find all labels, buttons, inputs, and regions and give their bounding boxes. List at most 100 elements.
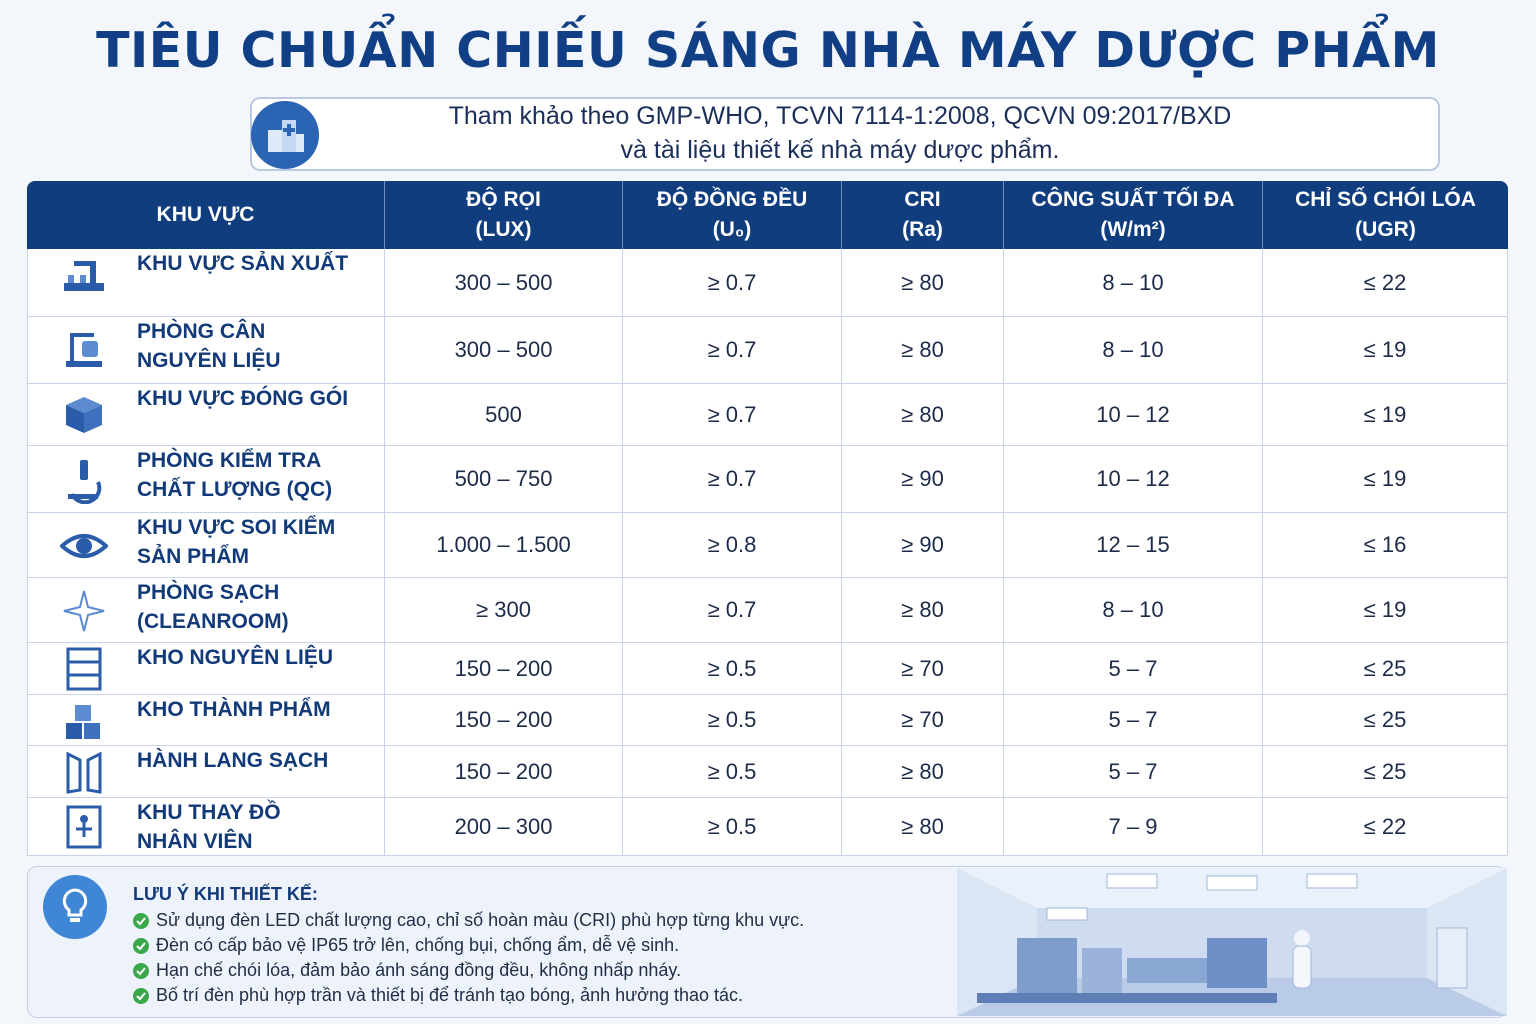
area-name-line: KHO THÀNH PHẨM xyxy=(137,698,331,721)
table-cell: ≥ 80 xyxy=(842,746,1004,798)
note-item: Sử dụng đèn LED chất lượng cao, chỉ số h… xyxy=(156,910,805,930)
table-cell: ≥ 0.7 xyxy=(623,578,842,643)
area-icon xyxy=(60,391,108,439)
table-cell: 10 – 12 xyxy=(1004,446,1263,513)
area-icon xyxy=(59,522,109,570)
table-cell: ≥ 0.7 xyxy=(623,446,842,513)
area-name-line: CHẤT LƯỢNG (QC) xyxy=(137,478,333,501)
table-cell: ≥ 0.7 xyxy=(623,384,842,446)
table-cell: ≥ 0.5 xyxy=(623,695,842,746)
icon xyxy=(63,590,105,631)
table-cell: 8 – 10 xyxy=(1004,578,1263,643)
subtitle-box xyxy=(250,97,1440,171)
table-cell: 5 – 7 xyxy=(1004,695,1263,746)
table-cell: ≥ 0.7 xyxy=(623,317,842,384)
icon xyxy=(66,397,102,433)
table-cell: ≥ 80 xyxy=(842,317,1004,384)
table-cell: ≤ 19 xyxy=(1263,446,1508,513)
check xyxy=(133,938,149,954)
cleanroom-illustration xyxy=(957,868,1507,1016)
table-cell: ≥ 0.5 xyxy=(623,643,842,695)
area-name-line: (CLEANROOM) xyxy=(137,610,289,633)
table-cell: 200 – 300 xyxy=(385,798,623,856)
table-cell: ≤ 22 xyxy=(1263,249,1508,317)
icon xyxy=(66,805,102,849)
table-cell: ≥ 0.8 xyxy=(623,513,842,578)
area-name-line: KHU VỰC SẢN XUẤT xyxy=(137,252,349,275)
table-cell: ≥ 0.5 xyxy=(623,746,842,798)
header-line: (UGR) xyxy=(1355,218,1416,241)
header-line: CÔNG SUẤT TỐI ĐA xyxy=(1031,188,1235,211)
table-cell: 500 – 750 xyxy=(385,446,623,513)
header-line: (U₀) xyxy=(712,218,752,241)
icon xyxy=(66,332,102,367)
area-icon xyxy=(60,645,108,693)
table-cell: ≤ 25 xyxy=(1263,746,1508,798)
check-icon xyxy=(132,962,150,980)
area-name-line: KHU VỰC SOI KIỂM xyxy=(137,516,336,539)
icon xyxy=(59,533,109,558)
area-icon xyxy=(60,456,108,504)
table-cell: 1.000 – 1.500 xyxy=(385,513,623,578)
table-cell: ≥ 80 xyxy=(842,578,1004,643)
subtitle-icon xyxy=(251,101,319,169)
subtitle-line: và tài liệu thiết kế nhà máy dược phẩm. xyxy=(620,136,1060,164)
header-line: KHU VỰC xyxy=(156,203,255,226)
area-name-line: HÀNH LANG SẠCH xyxy=(137,749,329,772)
table-cell: ≤ 19 xyxy=(1263,578,1508,643)
table-cell: ≤ 25 xyxy=(1263,695,1508,746)
table-cell: ≥ 70 xyxy=(842,643,1004,695)
table-cell: ≤ 19 xyxy=(1263,317,1508,384)
icon xyxy=(68,459,102,504)
area-name-line: NHÂN VIÊN xyxy=(137,830,253,853)
check-icon xyxy=(132,937,150,955)
header-line: CRI xyxy=(904,188,941,211)
header-cell: KHU VỰC xyxy=(27,181,385,249)
check xyxy=(133,963,149,979)
table-cell: 500 xyxy=(385,384,623,446)
check xyxy=(133,988,149,1004)
table-cell: ≥ 80 xyxy=(842,384,1004,446)
table-cell: 10 – 12 xyxy=(1004,384,1263,446)
area-icon xyxy=(60,327,108,375)
table-cell: 5 – 7 xyxy=(1004,746,1263,798)
subtitle-line: Tham khảo theo GMP-WHO, TCVN 7114-1:2008… xyxy=(448,102,1232,130)
area-name-line: KHO NGUYÊN LIỆU xyxy=(137,646,334,669)
table-cell: 150 – 200 xyxy=(385,746,623,798)
table-cell: ≥ 70 xyxy=(842,695,1004,746)
notes-title: LƯU Ý KHI THIẾT KẾ: xyxy=(133,884,318,904)
table-cell: ≥ 90 xyxy=(842,513,1004,578)
header-line: ĐỘ ĐỒNG ĐỀU xyxy=(656,188,808,211)
icon xyxy=(66,751,102,794)
notes-icon xyxy=(43,875,107,939)
area-name-line: PHÒNG CÂN xyxy=(137,320,266,343)
header-cell: CHỈ SỐ CHÓI LÓA (UGR) xyxy=(1263,181,1508,249)
header-cell: ĐỘ RỌI (LUX) xyxy=(385,181,623,249)
header-line: ĐỘ RỌI xyxy=(466,188,541,211)
note-item: Đèn có cấp bảo vệ IP65 trở lên, chống bụ… xyxy=(156,935,680,955)
icon xyxy=(64,261,104,291)
table-cell: 7 – 9 xyxy=(1004,798,1263,856)
area-icon xyxy=(60,259,108,307)
table-cell: ≥ 0.5 xyxy=(623,798,842,856)
page-title: TIÊU CHUẨN CHIẾU SÁNG NHÀ MÁY DƯỢC PHẨM xyxy=(96,22,1440,79)
table-cell: ≤ 19 xyxy=(1263,384,1508,446)
area-icon xyxy=(60,803,108,851)
table-cell: ≥ 300 xyxy=(385,578,623,643)
table-cell: 5 – 7 xyxy=(1004,643,1263,695)
check xyxy=(133,913,149,929)
area-name-line: PHÒNG KIỂM TRA xyxy=(137,449,322,472)
table-cell: 8 – 10 xyxy=(1004,249,1263,317)
table-cell: ≥ 80 xyxy=(842,798,1004,856)
header-cell: CÔNG SUẤT TỐI ĐA (W/m²) xyxy=(1004,181,1263,249)
area-name-line: PHÒNG SẠCH xyxy=(137,581,280,604)
area-name: KHO NGUYÊN LIỆU xyxy=(27,643,385,695)
table-cell: 300 – 500 xyxy=(385,249,623,317)
table-cell: ≥ 0.7 xyxy=(623,249,842,317)
check-icon xyxy=(132,912,150,930)
area-name-line: KHU THAY ĐỒ xyxy=(137,801,281,824)
header-cell: ĐỘ ĐỒNG ĐỀU (U₀) xyxy=(623,181,842,249)
area-icon xyxy=(60,748,108,796)
area-name: KHU VỰC SOI KIỂM SẢN PHẨM xyxy=(27,513,385,578)
